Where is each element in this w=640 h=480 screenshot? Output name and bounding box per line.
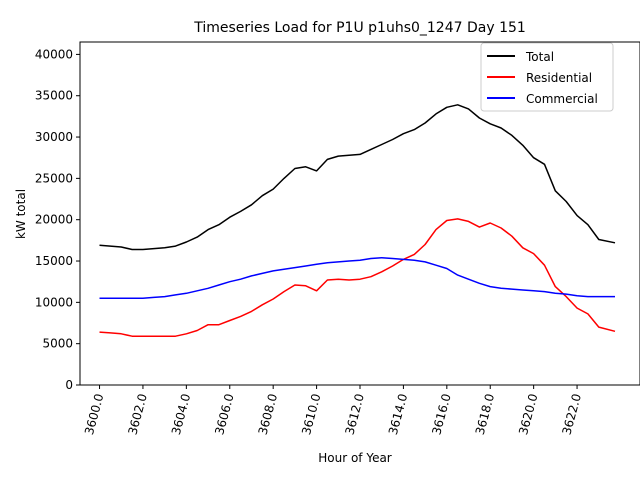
- series-line-total: [99, 104, 616, 251]
- x-axis-label: Hour of Year: [318, 451, 392, 465]
- series-layer: [99, 104, 616, 337]
- y-tick-label: 30000: [35, 130, 73, 144]
- chart-legend: Total Residential Commercial: [480, 42, 614, 112]
- series-line-commercial: [99, 256, 615, 299]
- y-tick-label: 40000: [35, 47, 73, 61]
- y-tick-label: 35000: [35, 89, 73, 103]
- y-tick-label: 20000: [35, 213, 73, 227]
- y-axis-label: kW total: [14, 189, 28, 239]
- legend-label-total: Total: [525, 50, 554, 64]
- y-axis: 0 5000 10000 15000 20000 25000 30000 35000 40000: [35, 47, 80, 392]
- legend-label-commercial: Commercial: [526, 92, 598, 106]
- y-tick-label: 5000: [42, 337, 73, 351]
- chart-title: Timeseries Load for P1U p1uhs0_1247 Day …: [193, 20, 526, 36]
- y-tick-label: 0: [65, 378, 73, 392]
- legend-box: [480, 42, 614, 112]
- y-tick-label: 15000: [35, 254, 73, 268]
- y-tick-label: 25000: [35, 171, 73, 185]
- series-line-residential: [99, 218, 616, 337]
- legend-label-residential: Residential: [526, 71, 592, 85]
- y-tick-label: 10000: [35, 295, 73, 309]
